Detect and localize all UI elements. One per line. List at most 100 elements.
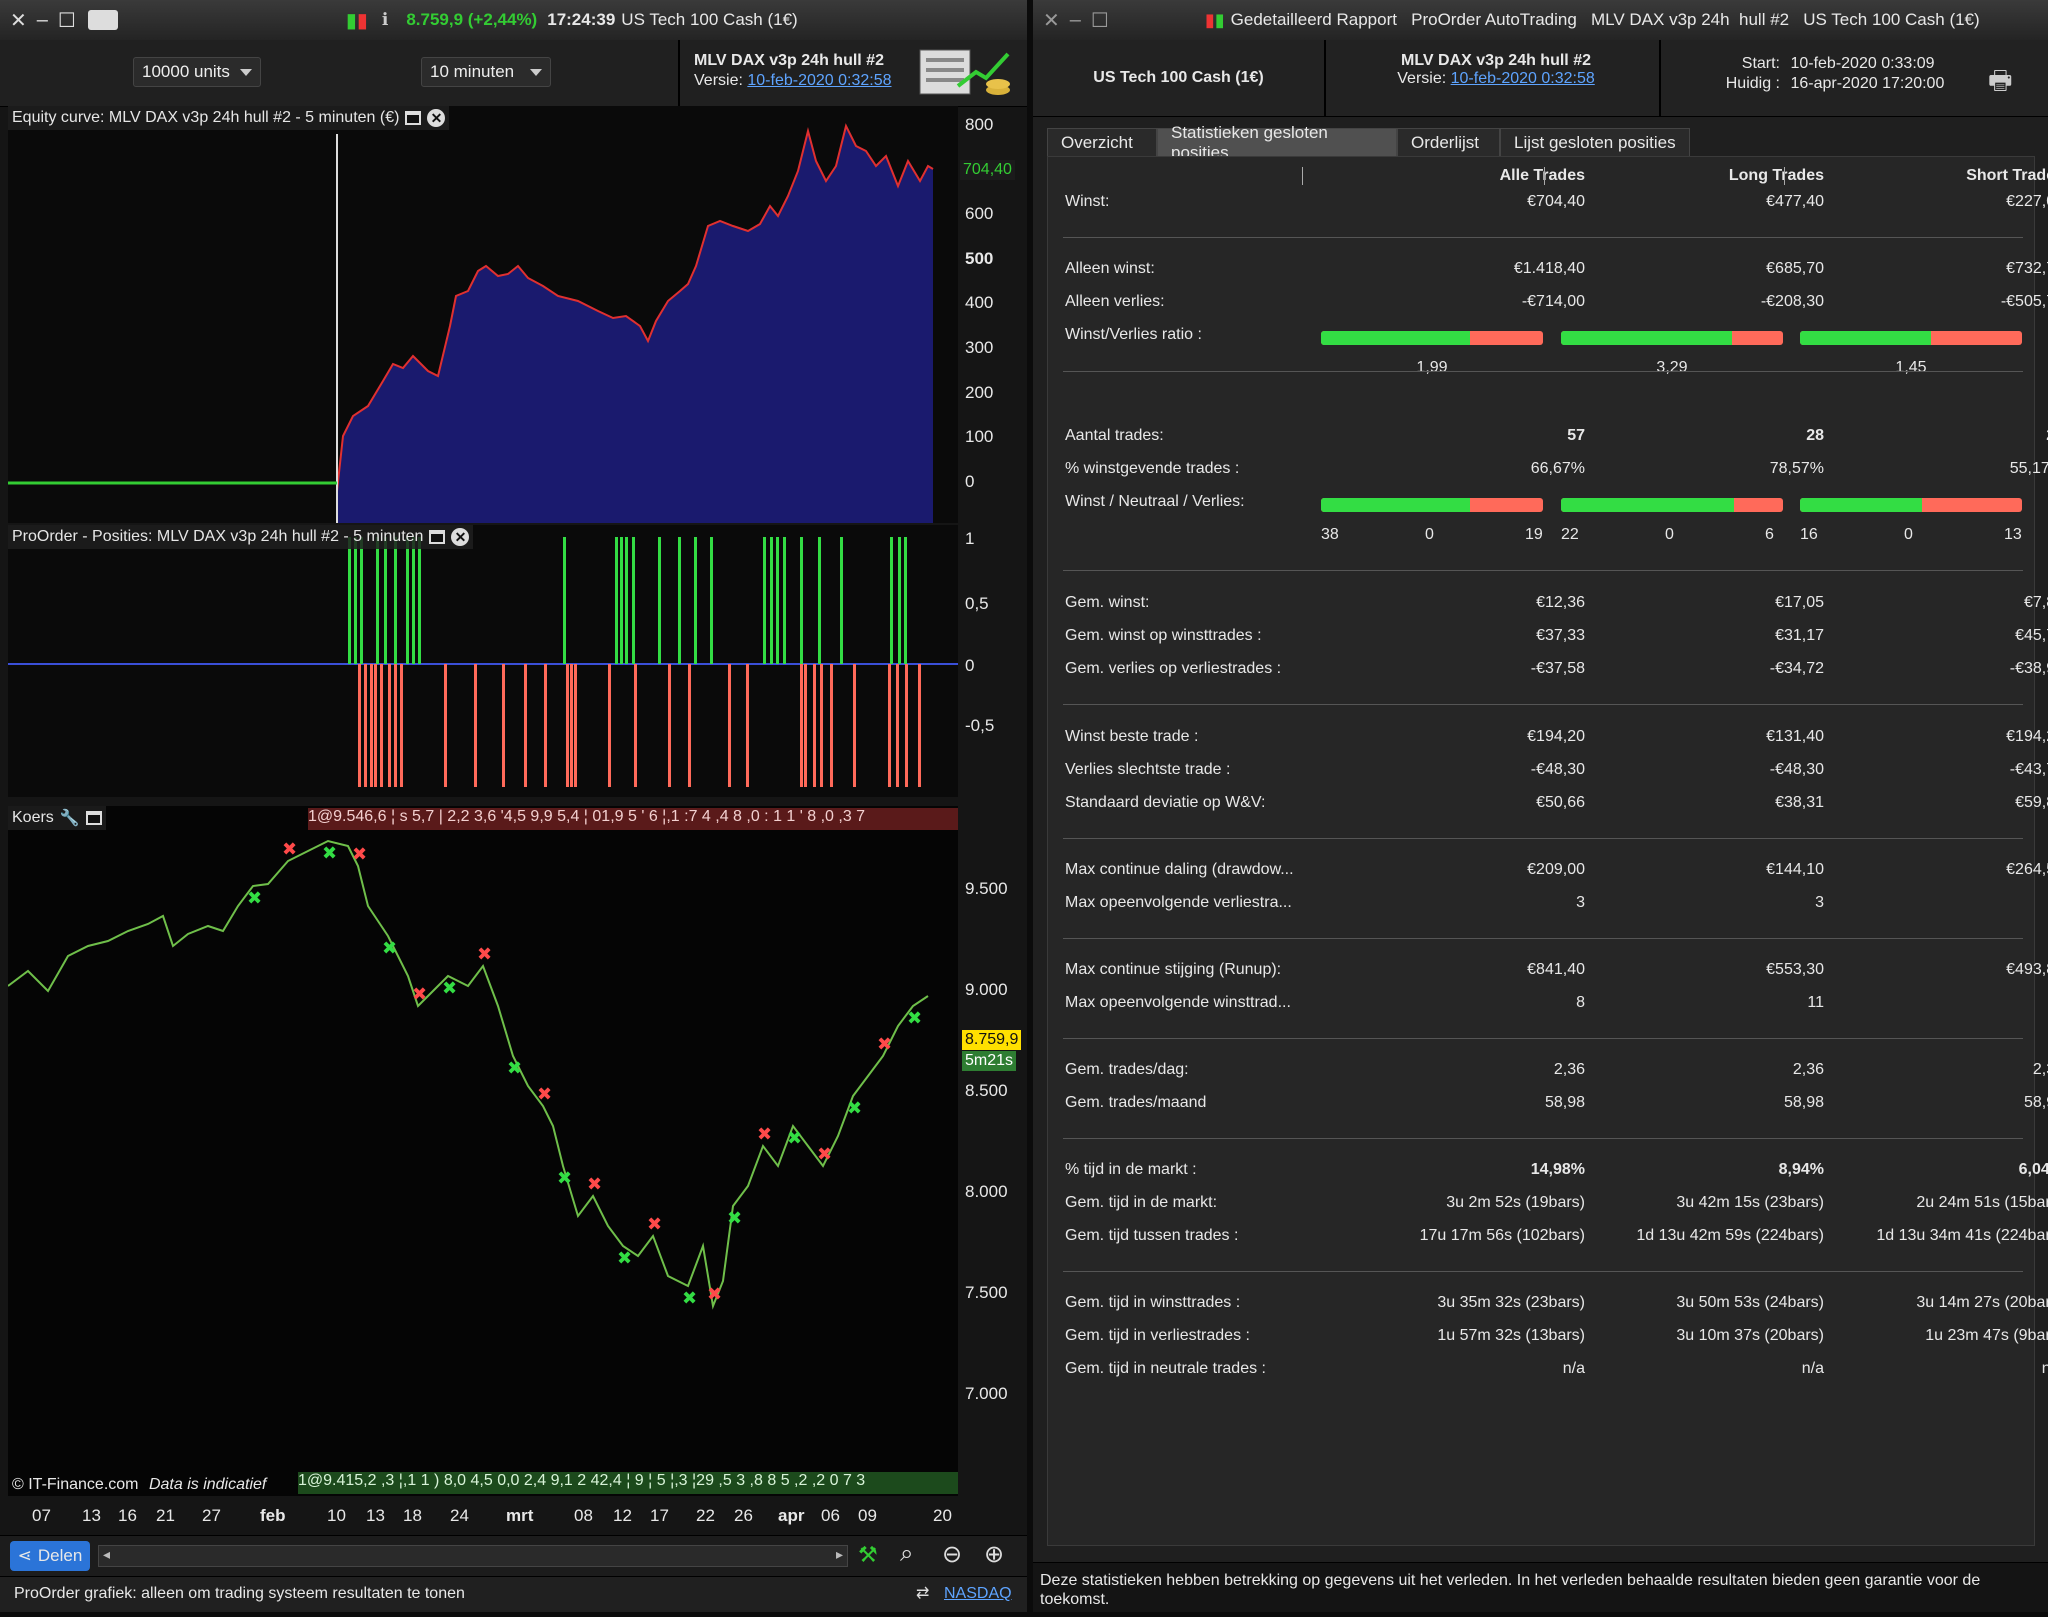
- positions-panel[interactable]: ProOrder - Posities: MLV DAX v3p 24h hul…: [8, 525, 958, 797]
- horizontal-scrollbar[interactable]: ◂ ▸: [98, 1545, 848, 1567]
- short-position-bar: [574, 664, 577, 787]
- keyboard-icon[interactable]: [87, 10, 118, 30]
- zoom-in-icon[interactable]: ⊕: [984, 1541, 1005, 1568]
- tab-label: Orderlijst: [1411, 132, 1480, 152]
- long-position-bar: [658, 537, 661, 664]
- scroll-left-icon[interactable]: ◂: [103, 1546, 111, 1562]
- report-dates: Start: 10-feb-2020 0:33:09 Huidig : 16-a…: [1718, 54, 1945, 94]
- table-header: Alle Trades Long Trades Short Trades: [1048, 167, 2048, 191]
- win-loss-ratio-bar: [1321, 331, 1543, 345]
- row-value: 2u 24m 51s (15bars): [1916, 1194, 2048, 1211]
- chart-settings-icon[interactable]: ⚒: [858, 1542, 878, 1567]
- time-tick-label: 07: [32, 1506, 51, 1525]
- tab-label: Overzicht: [1061, 132, 1133, 152]
- minimize-icon[interactable]: –: [36, 8, 48, 31]
- column-resize-handle[interactable]: [1784, 167, 1785, 185]
- start-value: 10-feb-2020 0:33:09: [1790, 55, 1935, 72]
- row-value: 1d 13u 34m 41s (224bars): [1876, 1227, 2048, 1244]
- axis-tick-label: 0: [965, 472, 975, 491]
- short-position-bar: [502, 664, 505, 787]
- info-icon[interactable]: ℹ: [381, 10, 389, 29]
- maximize-panel-icon[interactable]: [405, 111, 422, 125]
- maximize-panel-icon[interactable]: [429, 530, 446, 544]
- row-label: Max continue daling (drawdow...: [1065, 861, 1294, 878]
- row-label: Gem. tijd in de markt:: [1065, 1194, 1218, 1211]
- tab-statistieken[interactable]: Statistieken gesloten posities: [1157, 123, 1397, 162]
- row-label: Winst/Verlies ratio :: [1065, 326, 1202, 343]
- row-value: €209,00: [1527, 861, 1585, 878]
- units-select[interactable]: 10000 units: [133, 57, 261, 87]
- long-position-bar: [818, 537, 821, 664]
- row-label: Alleen verlies:: [1065, 293, 1165, 310]
- timeframe-select[interactable]: 10 minuten: [421, 57, 551, 87]
- zoom-fit-icon[interactable]: ⌕: [900, 1540, 914, 1567]
- bottom-order-strip: 1@9.415,2 ,3 ¦,1 1 ) 8,0 4,5 0,0 2,4 9,1…: [298, 1472, 958, 1494]
- time-tick-label: 24: [450, 1506, 469, 1525]
- row-label: Winst beste trade :: [1065, 728, 1199, 745]
- print-icon[interactable]: 🖶: [1988, 65, 2013, 95]
- table-row: Gem. trades/maand 58,98 58,98 58,98: [1048, 1094, 2048, 1118]
- version-link[interactable]: 10-feb-2020 0:32:58: [747, 72, 892, 89]
- short-position-bar: [728, 664, 731, 787]
- row-value: 1d 13u 42m 59s (224bars): [1636, 1227, 1824, 1244]
- close-panel-icon[interactable]: ✕: [451, 528, 470, 546]
- scroll-right-icon[interactable]: ▸: [835, 1546, 843, 1562]
- close-icon[interactable]: ✕: [1043, 9, 1060, 32]
- long-position-bar: [412, 537, 415, 664]
- maximize-icon[interactable]: ☐: [1090, 9, 1109, 32]
- buy-marker: ✖: [617, 1248, 632, 1269]
- system-name: MLV DAX v3p 24h hull #2: [694, 52, 884, 69]
- row-label: Gem. winst:: [1065, 594, 1150, 611]
- table-row: Aantal trades: 57 2829: [1048, 427, 2048, 451]
- wrench-icon[interactable]: 🔧: [59, 810, 80, 827]
- row-value: 3: [1824, 894, 2048, 912]
- row-label: Gem. winst op winsttrades :: [1065, 627, 1262, 644]
- axis-tick-label: 8.500: [965, 1081, 1008, 1100]
- tab-lijst-gesloten[interactable]: Lijst gesloten posities: [1500, 128, 1690, 156]
- equity-panel[interactable]: Equity curve: MLV DAX v3p 24h hull #2 - …: [8, 106, 958, 523]
- row-value: €7,83: [2023, 594, 2048, 611]
- long-position-bar: [625, 537, 628, 664]
- exchange-link[interactable]: NASDAQ: [944, 1585, 1012, 1602]
- price-panel[interactable]: ✖ ✖ ✖ ✖ ✖ ✖ ✖ ✖ ✖ ✖ ✖ ✖ ✖ ✖ ✖ ✖ ✖ ✖ ✖ ✖ ✖ ✖ ✖ Koers 🔧 1@9.546,…: [7, 806, 958, 1496]
- axis-tick-label: 200: [965, 383, 994, 402]
- axis-tick-label: -0,5: [965, 716, 995, 735]
- row-value: 11: [1807, 994, 1824, 1011]
- maximize-icon[interactable]: ☐: [57, 9, 76, 32]
- time-tick-label: 26: [734, 1506, 753, 1525]
- table-row: Winst/Verlies ratio :: [1048, 326, 2036, 350]
- share-button[interactable]: ⋖ Delen: [10, 1541, 90, 1571]
- price-panel-title: Koers: [12, 809, 54, 826]
- sell-marker: ✖: [477, 944, 492, 965]
- zoom-out-icon[interactable]: ⊖: [942, 1541, 963, 1568]
- row-label: Alleen winst:: [1065, 260, 1155, 277]
- row-value: 55,17%: [2009, 460, 2048, 477]
- report-icon[interactable]: [918, 46, 1016, 100]
- report-version-link[interactable]: 10-feb-2020 0:32:58: [1450, 70, 1595, 87]
- axis-tick-label: 400: [965, 293, 994, 312]
- short-position-bar: [888, 664, 891, 787]
- short-position-bar: [444, 664, 447, 787]
- column-resize-handle[interactable]: [1302, 167, 1303, 185]
- time-tick-label: 08: [574, 1506, 593, 1525]
- report-header: US Tech 100 Cash (1€) MLV DAX v3p 24h hu…: [1033, 40, 2048, 117]
- table-row: Max opeenvolgende winsttrad...8115: [1048, 994, 2036, 1018]
- minimize-icon[interactable]: –: [1069, 8, 1081, 31]
- maximize-panel-icon[interactable]: [85, 811, 102, 825]
- table-row: Gem. tijd in winsttrades : 3u 35m 32s (23…: [1048, 1294, 2048, 1318]
- table-row: Standaard deviatie op W&V: €50,66 €38,31 €5…: [1048, 794, 2048, 818]
- chart-bottom-toolbar: ⋖ Delen ◂ ▸ ⚒ ⌕ ⊖ ⊕: [0, 1535, 1027, 1576]
- column-header-long: Long Trades: [1728, 167, 1824, 184]
- column-header-all: Alle Trades: [1499, 167, 1585, 184]
- tab-orderlijst[interactable]: Orderlijst: [1397, 128, 1500, 156]
- time-tick-label: 10: [327, 1506, 346, 1525]
- close-icon[interactable]: ✕: [10, 9, 27, 32]
- row-value: n/a: [2041, 1360, 2048, 1377]
- sell-marker: ✖: [877, 1034, 892, 1055]
- share-icon: ⋖: [17, 1546, 32, 1565]
- tab-overzicht[interactable]: Overzicht: [1047, 128, 1157, 156]
- row-value: €194,20: [2006, 728, 2048, 745]
- column-resize-handle[interactable]: [1544, 167, 1545, 185]
- close-panel-icon[interactable]: ✕: [427, 109, 446, 127]
- table-row: Gem. tijd in neutrale trades : n/a n/a n/a: [1048, 1360, 2048, 1384]
